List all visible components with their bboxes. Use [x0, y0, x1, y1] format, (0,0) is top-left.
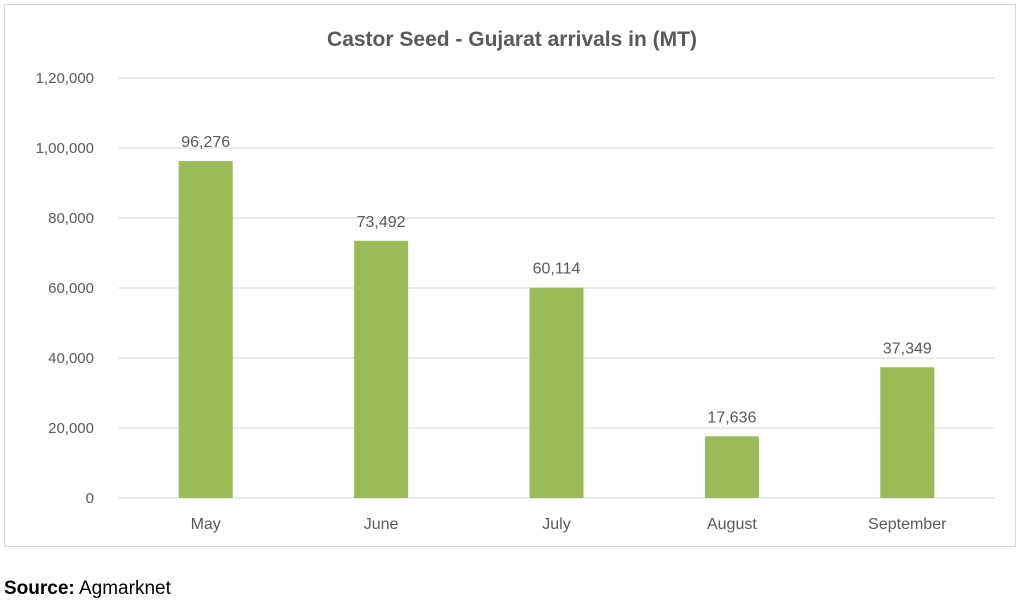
- y-tick-label: 20,000: [48, 420, 94, 437]
- y-tick-label: 60,000: [48, 280, 94, 297]
- x-tick-label: June: [364, 516, 399, 533]
- bar-may: [178, 161, 233, 498]
- x-axis-tick-labels: May June July August September: [191, 516, 948, 533]
- y-tick-label: 1,20,000: [36, 70, 94, 87]
- y-tick-label: 0: [86, 490, 94, 507]
- source-note: Source: Agmarknet: [4, 578, 171, 600]
- x-tick-label: July: [542, 516, 570, 533]
- source-label: Source:: [4, 578, 75, 599]
- y-axis-tick-labels: 0 20,000 40,000 60,000 80,000 1,00,000 1,20,00…: [36, 70, 94, 507]
- data-label: 37,349: [883, 340, 932, 357]
- data-label: 73,492: [357, 214, 406, 231]
- data-label: 60,114: [533, 261, 581, 278]
- x-tick-label: May: [191, 516, 221, 533]
- data-label: 96,276: [181, 134, 230, 151]
- chart-title: Castor Seed - Gujarat arrivals in (MT): [327, 28, 697, 51]
- y-tick-label: 80,000: [48, 210, 94, 227]
- bar-july: [529, 287, 584, 498]
- gridlines: [118, 77, 995, 499]
- bars: [178, 161, 935, 498]
- bar-august: [704, 436, 759, 498]
- data-label: 17,636: [707, 409, 756, 426]
- y-tick-label: 40,000: [48, 350, 94, 367]
- x-tick-label: August: [707, 516, 757, 533]
- bar-june: [354, 240, 409, 498]
- x-tick-label: September: [868, 516, 947, 533]
- chart-frame: [4, 4, 1016, 547]
- bar-september: [880, 367, 935, 498]
- data-labels: 96,276 73,492 60,114 17,636 37,349: [181, 134, 932, 426]
- source-value: Agmarknet: [78, 578, 171, 599]
- y-tick-label: 1,00,000: [36, 140, 94, 157]
- bar-chart: Castor Seed - Gujarat arrivals in (MT) 0…: [36, 28, 995, 533]
